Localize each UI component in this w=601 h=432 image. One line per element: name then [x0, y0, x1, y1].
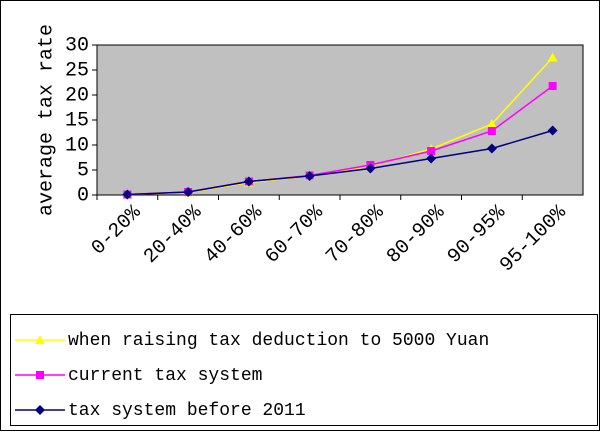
y-tick-label: 15 [65, 109, 89, 132]
legend-box [10, 314, 598, 426]
marker [487, 127, 496, 135]
y-tick-label: 10 [65, 134, 89, 157]
y-tick-label: 0 [77, 184, 89, 207]
marker [35, 335, 45, 344]
marker [486, 119, 497, 128]
marker [426, 153, 437, 164]
marker [365, 163, 376, 174]
marker [548, 82, 557, 90]
marker [547, 125, 558, 136]
y-tick-label: 5 [77, 159, 89, 182]
marker [183, 187, 194, 197]
y-tick-label: 30 [65, 34, 89, 57]
series-line [127, 129, 553, 196]
y-axis-label: average tax rate [35, 24, 58, 216]
legend-label: tax system before 2011 [68, 401, 306, 421]
marker [547, 52, 558, 62]
marker [122, 189, 133, 200]
legend-label: current tax system [68, 366, 262, 386]
marker [243, 176, 254, 187]
marker [36, 371, 44, 379]
marker [35, 405, 45, 415]
marker [486, 143, 497, 154]
y-tick-label: 25 [65, 59, 89, 82]
legend-label: when raising tax deduction to 5000 Yuan [68, 331, 489, 351]
y-tick-label: 20 [65, 84, 89, 107]
marker [427, 147, 436, 155]
marker [304, 171, 315, 181]
